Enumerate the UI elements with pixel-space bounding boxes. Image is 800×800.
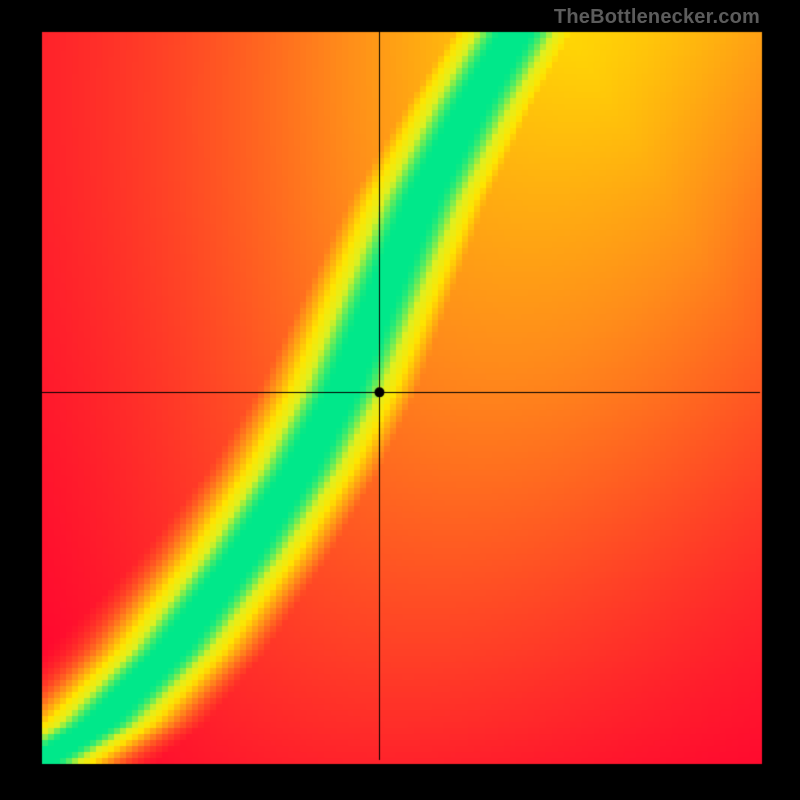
heatmap-canvas — [0, 0, 800, 800]
chart-container: TheBottlenecker.com — [0, 0, 800, 800]
watermark-text: TheBottlenecker.com — [554, 6, 760, 29]
